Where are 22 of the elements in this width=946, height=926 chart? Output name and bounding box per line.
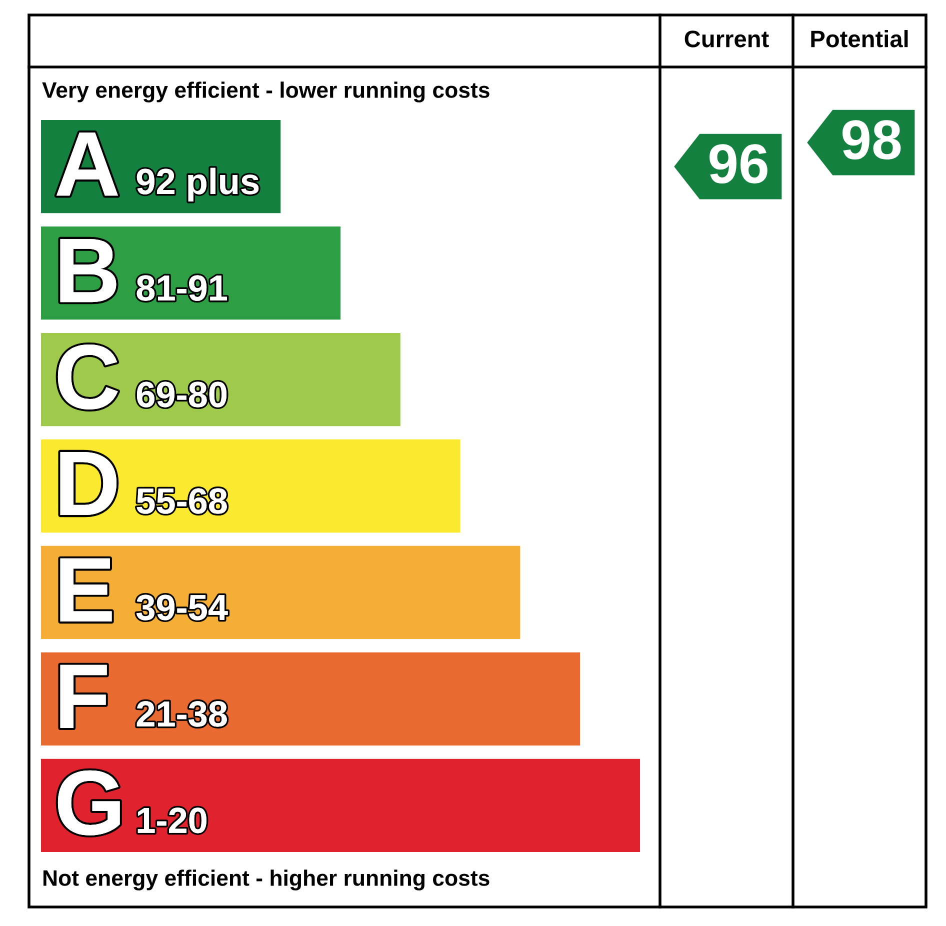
annotation: 92 plus bbox=[136, 168, 259, 202]
y-tick-label: A bbox=[56, 132, 118, 196]
annotation: 69-80 bbox=[136, 382, 227, 408]
annotation: 81-91 bbox=[136, 275, 227, 301]
annotation: 39-54 bbox=[136, 594, 228, 620]
text: Not energy efficient - higher running costs bbox=[43, 870, 490, 890]
text: 96 bbox=[710, 144, 768, 184]
y-tick-label: C bbox=[58, 344, 118, 410]
y-tick-label: B bbox=[60, 239, 116, 302]
y-tick-label: D bbox=[60, 452, 117, 516]
text: Current bbox=[684, 30, 769, 48]
text: 98 bbox=[842, 120, 901, 160]
y-tick-label: G bbox=[58, 770, 120, 836]
annotation: 21-38 bbox=[136, 701, 227, 727]
text: Very energy efficient - lower running costs bbox=[42, 82, 490, 102]
text: Potential bbox=[811, 30, 908, 48]
annotation: 1-20 bbox=[138, 808, 206, 834]
annotation: 55-68 bbox=[136, 488, 227, 514]
bar bbox=[41, 758, 640, 852]
bar bbox=[41, 652, 580, 746]
y-tick-label: E bbox=[60, 558, 112, 622]
y-tick-label: F bbox=[60, 664, 107, 728]
